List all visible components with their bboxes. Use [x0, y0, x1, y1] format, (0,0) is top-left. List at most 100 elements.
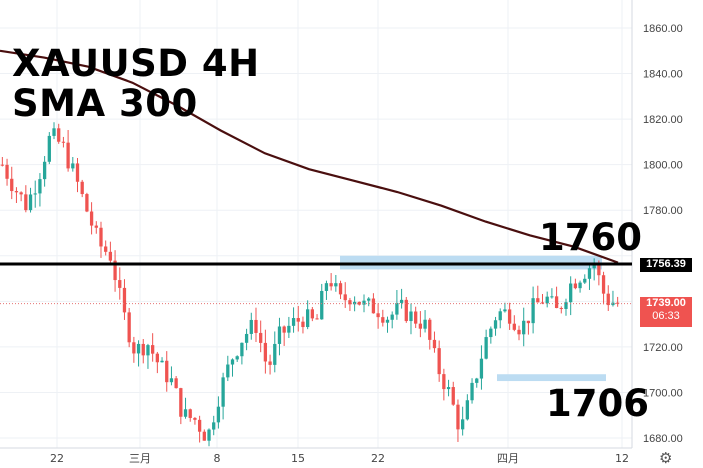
candle [287, 316, 291, 338]
candle-body [559, 308, 563, 310]
hline-price-tag: 1756.39 [640, 258, 692, 272]
candle-body [573, 283, 578, 289]
candle [80, 179, 84, 198]
candle [174, 375, 178, 389]
candle [188, 408, 192, 422]
candle-body [601, 275, 606, 294]
candle-body [151, 345, 155, 354]
candle [146, 343, 150, 369]
candle-body [136, 343, 141, 354]
candle [291, 307, 296, 333]
candle-body [160, 360, 164, 363]
y-tick-label: 1860.00 [643, 23, 683, 35]
candle [235, 355, 239, 362]
candle-body [24, 194, 28, 211]
candle-body [183, 409, 188, 417]
candle [207, 428, 211, 447]
candle [559, 306, 563, 314]
candle [409, 303, 413, 335]
candle-body [493, 320, 498, 329]
candle-body [465, 400, 469, 420]
candle-body [132, 342, 136, 354]
candle-body [306, 309, 310, 328]
candle-body [301, 321, 305, 328]
candle-body [503, 309, 507, 312]
candle [240, 342, 244, 365]
candle [193, 417, 197, 425]
candle [5, 158, 9, 186]
candle-body [28, 194, 33, 211]
candle [52, 122, 56, 140]
candle [89, 202, 94, 235]
candle-body [230, 359, 235, 365]
candle-body [244, 333, 249, 343]
candle [99, 221, 103, 258]
candle-body [536, 298, 540, 303]
candle [122, 279, 127, 320]
candle [616, 296, 620, 307]
candle [169, 366, 174, 386]
candle-body [127, 312, 131, 343]
candle [71, 157, 75, 172]
candle-body [315, 318, 319, 320]
candle [503, 302, 507, 313]
candle-body [141, 343, 145, 356]
candle-body [212, 422, 216, 430]
candle-body [399, 299, 404, 303]
candle-body [57, 128, 61, 142]
candle-body [104, 246, 108, 252]
candle [461, 406, 465, 436]
candle-body [446, 387, 451, 390]
candle [33, 180, 37, 208]
candle-body [179, 388, 183, 417]
candle-body [108, 251, 113, 261]
y-tick-label: 1780.00 [643, 205, 683, 217]
candle-body [216, 406, 221, 423]
candle-body [592, 265, 596, 269]
candle-body [52, 128, 56, 136]
candle-body [235, 356, 239, 360]
x-tick-label: 四月 [497, 452, 519, 465]
candle [512, 315, 516, 332]
candle-body [33, 193, 37, 195]
candle-body [324, 283, 329, 291]
candle-body [498, 311, 502, 321]
candle-body [75, 163, 80, 182]
candle-body [268, 361, 272, 365]
candle-body [587, 268, 592, 279]
candle [587, 263, 592, 290]
candle [484, 329, 488, 360]
candle [212, 415, 216, 436]
price-zone [497, 374, 606, 382]
candle [221, 372, 225, 420]
candle-body [531, 298, 535, 324]
candle-body [550, 296, 554, 298]
candle [57, 123, 61, 144]
x-tick-label: 三月 [129, 452, 151, 465]
candle-body [221, 377, 225, 407]
candle [310, 307, 314, 322]
candle [465, 394, 469, 421]
y-tick-label: 1720.00 [643, 342, 683, 354]
candle [165, 351, 169, 392]
candle-body [367, 298, 371, 301]
candle [259, 320, 263, 353]
candle [451, 381, 455, 406]
candle-body [395, 302, 399, 315]
candle [244, 328, 249, 351]
candle [456, 399, 460, 442]
candle [226, 355, 230, 382]
candle-body [461, 419, 465, 430]
candle [329, 273, 333, 291]
candle [522, 307, 526, 347]
candle [404, 296, 408, 323]
candle-body [207, 429, 211, 441]
candle [28, 187, 33, 213]
candle [573, 278, 578, 290]
y-tick-label: 1840.00 [643, 69, 683, 81]
candle-body [526, 320, 531, 324]
candle-body [254, 319, 258, 333]
candle [507, 302, 512, 330]
gear-icon[interactable]: ⚙ [659, 449, 673, 467]
